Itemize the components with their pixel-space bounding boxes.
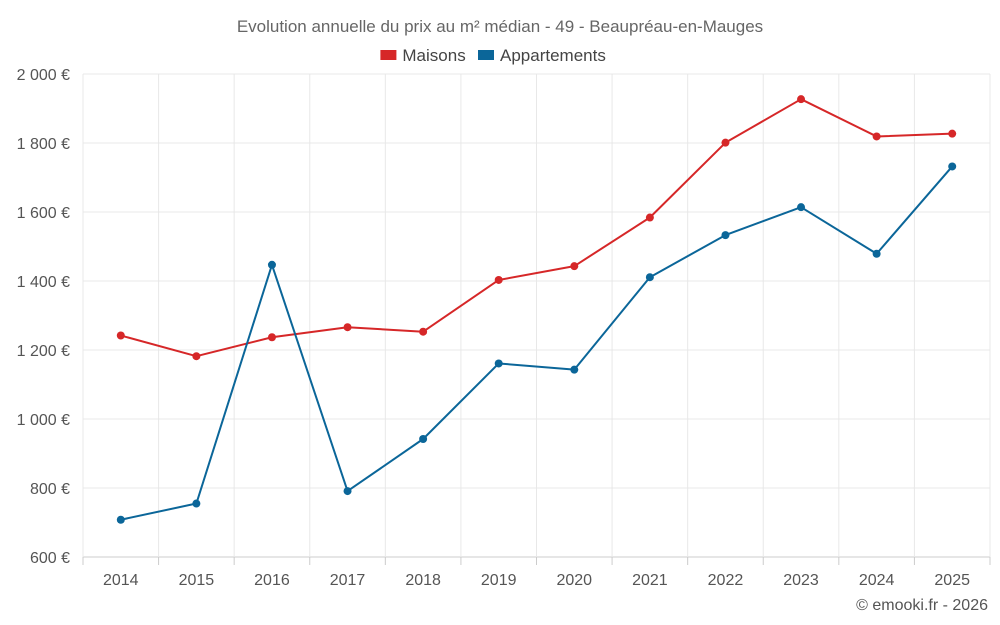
legend-label: Appartements [500, 46, 606, 65]
data-point-appartements[interactable] [419, 435, 428, 444]
legend[interactable]: Maisons Appartements [380, 46, 606, 65]
y-tick-label: 1 800 € [17, 136, 70, 153]
data-point-maisons[interactable] [116, 331, 125, 340]
x-tick-label: 2018 [405, 572, 441, 589]
data-point-appartements[interactable] [570, 365, 579, 374]
data-point-appartements[interactable] [645, 273, 654, 282]
y-axis: 600 € 800 € 1 000 € 1 200 € 1 400 € 1 600 € 1 … [17, 67, 70, 567]
data-point-appartements[interactable] [267, 260, 276, 269]
data-point-maisons[interactable] [343, 323, 352, 332]
x-axis: 2014 2015 2016 2017 2018 2019 2020 2021 2022 2023… [82, 557, 991, 589]
x-tick-label: 2016 [254, 572, 290, 589]
x-tick-label: 2022 [708, 572, 744, 589]
data-point-maisons[interactable] [570, 262, 579, 271]
x-tick-label: 2024 [859, 572, 895, 589]
data-point-appartements[interactable] [948, 162, 957, 171]
y-tick-label: 1 200 € [17, 343, 70, 360]
y-tick-label: 1 000 € [17, 412, 70, 429]
data-point-appartements[interactable] [116, 515, 125, 524]
data-point-maisons[interactable] [267, 333, 276, 342]
data-point-maisons[interactable] [645, 213, 654, 222]
data-point-maisons[interactable] [948, 129, 957, 138]
y-tick-label: 2 000 € [17, 67, 70, 84]
y-tick-label: 1 600 € [17, 205, 70, 222]
legend-item-appartements[interactable]: Appartements [478, 46, 606, 65]
legend-item-maisons[interactable]: Maisons [380, 46, 466, 65]
grid [82, 73, 991, 558]
series-line-appartements [120, 165, 953, 521]
legend-swatch [380, 50, 397, 60]
data-point-maisons[interactable] [494, 275, 503, 284]
y-tick-label: 1 400 € [17, 274, 70, 291]
legend-swatch [478, 50, 494, 60]
y-tick-label: 800 € [30, 481, 70, 498]
x-tick-label: 2021 [632, 572, 668, 589]
data-point-appartements[interactable] [494, 359, 503, 368]
x-tick-label: 2023 [783, 572, 819, 589]
x-tick-label: 2020 [556, 572, 592, 589]
data-point-maisons[interactable] [419, 327, 428, 336]
data-point-appartements[interactable] [797, 203, 806, 212]
x-tick-label: 2019 [481, 572, 517, 589]
series-appartements [116, 162, 957, 524]
series-group [116, 95, 957, 524]
data-point-appartements[interactable] [872, 249, 881, 258]
data-point-appartements[interactable] [192, 499, 201, 508]
data-point-maisons[interactable] [721, 138, 730, 147]
data-point-maisons[interactable] [797, 95, 806, 104]
data-point-appartements[interactable] [343, 487, 352, 496]
credit-text: © emooki.fr - 2026 [856, 597, 988, 614]
x-tick-label: 2015 [179, 572, 215, 589]
series-maisons [116, 95, 957, 361]
y-tick-label: 600 € [30, 550, 70, 567]
series-line-maisons [120, 98, 953, 358]
x-tick-label: 2014 [103, 572, 139, 589]
legend-label: Maisons [402, 46, 465, 65]
data-point-appartements[interactable] [721, 231, 730, 240]
chart-title: Evolution annuelle du prix au m² médian … [237, 17, 763, 36]
x-tick-label: 2025 [934, 572, 970, 589]
data-point-maisons[interactable] [872, 132, 881, 141]
data-point-maisons[interactable] [192, 352, 201, 361]
x-tick-label: 2017 [330, 572, 366, 589]
